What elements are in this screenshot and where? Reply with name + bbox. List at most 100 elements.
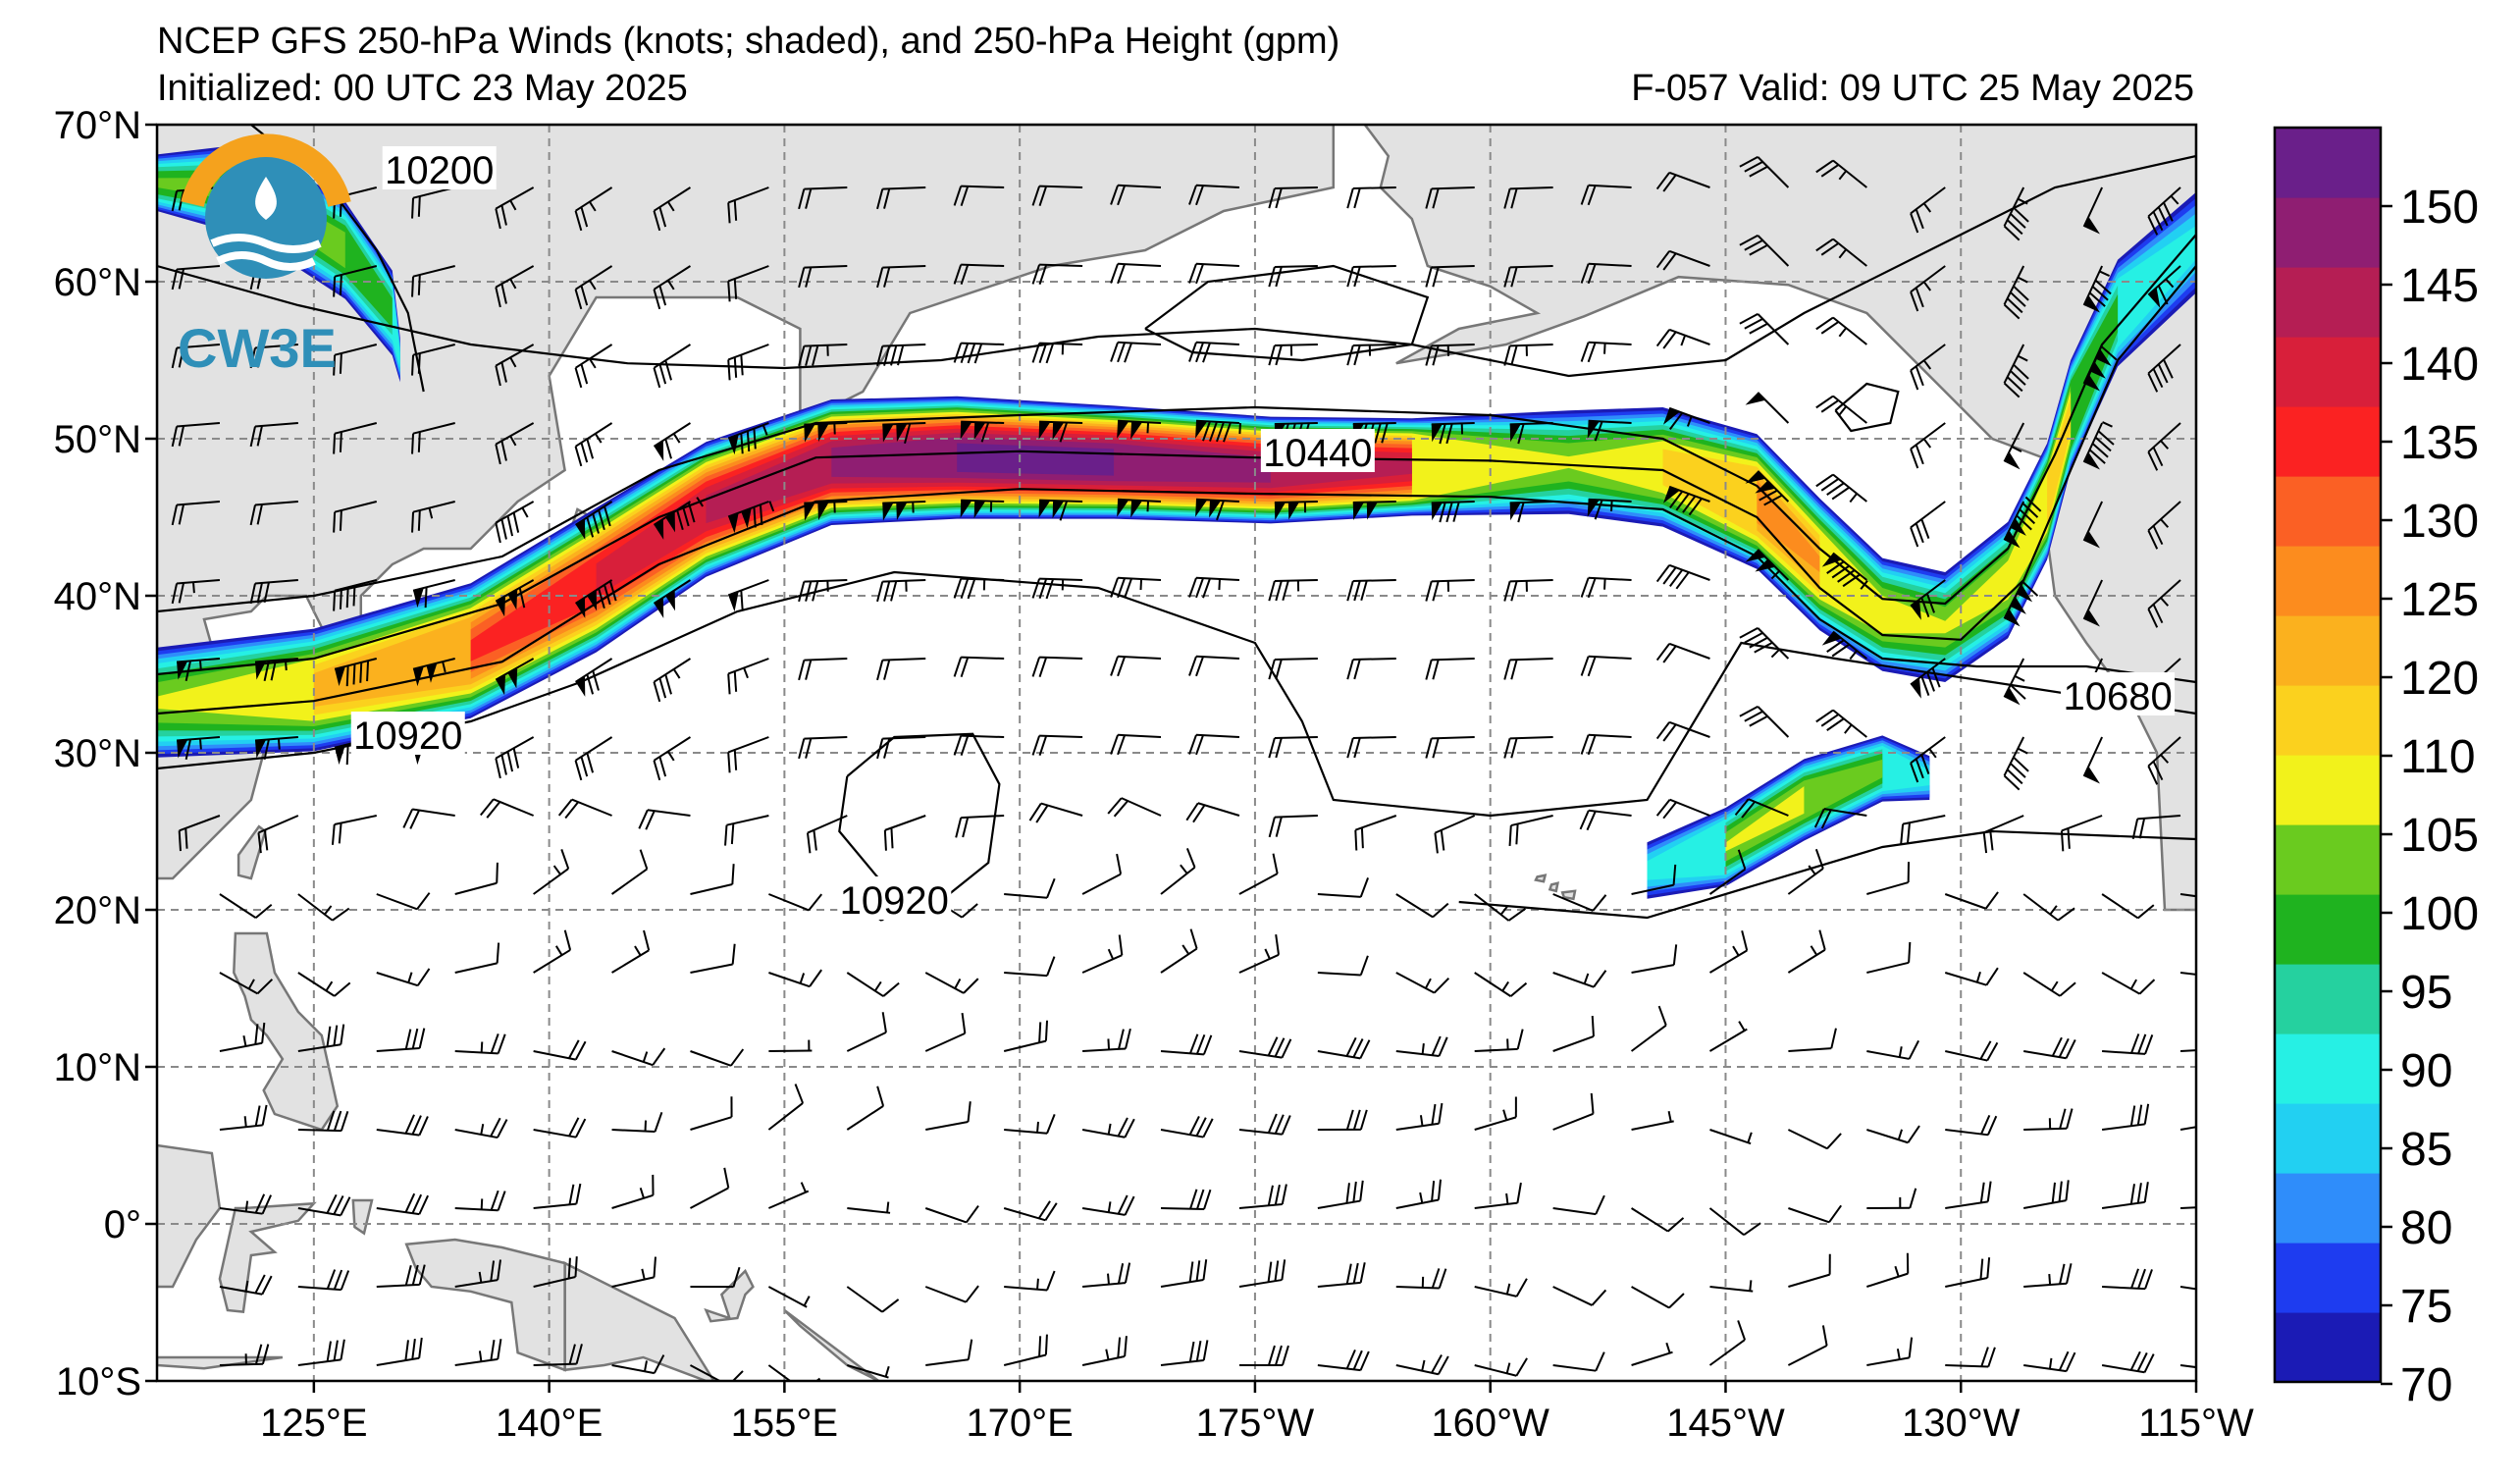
- barb-feather: [1188, 734, 1197, 755]
- wind-barb: [533, 1117, 587, 1139]
- barb-feather: [1820, 242, 1839, 256]
- barb-feather: [1980, 1347, 1989, 1367]
- wind-barb: [1821, 552, 1868, 590]
- barb-feather: [352, 663, 356, 685]
- barb-feather: [1580, 342, 1590, 362]
- wind-barb: [533, 849, 570, 895]
- barb-flag: [1821, 553, 1842, 567]
- barb-feather: [1672, 944, 1678, 966]
- barb-shaft: [1274, 815, 1318, 819]
- barb-flag: [960, 421, 972, 440]
- barb-feather: [586, 752, 595, 773]
- barb-half-feather: [509, 435, 517, 447]
- barb-shaft: [727, 658, 769, 675]
- wind-barb: [2147, 265, 2181, 308]
- barb-feather: [805, 660, 813, 680]
- barb-feather: [411, 511, 415, 533]
- barb-feather: [574, 1256, 578, 1278]
- barb-feather: [2003, 774, 2021, 791]
- barb-feather: [1274, 1345, 1283, 1366]
- barb-feather: [658, 677, 667, 699]
- barb-shaft: [176, 265, 221, 271]
- barb-feather: [1655, 172, 1670, 190]
- barb-shaft: [804, 658, 848, 662]
- wind-barb: [2147, 579, 2181, 628]
- wind-barb: [653, 579, 692, 618]
- barb-shaft: [1588, 733, 1632, 738]
- barb-half-feather: [1505, 1362, 1511, 1374]
- wind-barb: [495, 658, 535, 696]
- wind-barb: [1268, 579, 1318, 602]
- barb-shaft: [653, 736, 692, 762]
- barb-shaft: [1787, 1345, 1828, 1366]
- barb-feather: [876, 660, 884, 681]
- wind-barb: [2101, 893, 2155, 920]
- barb-shaft: [1274, 736, 1318, 739]
- colorbar-segment: [2275, 128, 2381, 198]
- barb-feather: [2157, 285, 2169, 305]
- barb-feather: [1439, 502, 1446, 523]
- barb-feather: [331, 823, 336, 845]
- barb-feather: [1439, 423, 1446, 445]
- barb-feather: [731, 943, 736, 965]
- barb-shaft: [846, 1031, 887, 1052]
- barb-feather: [1655, 721, 1670, 740]
- barb-feather: [1117, 734, 1127, 756]
- wind-barb: [690, 1096, 733, 1131]
- barb-feather: [333, 1110, 342, 1132]
- wind-barb: [1655, 249, 1710, 271]
- barb-feather: [1038, 657, 1048, 678]
- wind-barb: [1031, 656, 1083, 678]
- barb-feather: [506, 751, 514, 772]
- barb-feather: [2003, 303, 2021, 320]
- barb-shaft: [575, 658, 613, 683]
- barb-feather: [1739, 706, 1759, 717]
- wind-barb: [1745, 392, 1790, 424]
- barb-feather: [366, 661, 370, 682]
- lon-tick-label: 170°E: [966, 1402, 1073, 1445]
- barb-feather: [967, 578, 976, 600]
- barb-feather: [1580, 263, 1590, 284]
- init-time: Initialized: 00 UTC 23 May 2025: [157, 68, 688, 109]
- wind-barb: [798, 579, 848, 603]
- wind-barb: [2023, 1036, 2076, 1060]
- barb-feather: [1503, 188, 1511, 209]
- barb-shaft: [2147, 344, 2181, 375]
- barb-shaft: [1317, 972, 1361, 977]
- barb-half-feather: [1139, 578, 1143, 591]
- wind-barb: [610, 849, 649, 895]
- barb-feather: [1352, 1350, 1363, 1370]
- barb-feather: [2224, 1187, 2229, 1206]
- barb-feather: [2006, 768, 2023, 785]
- barb-shaft: [1474, 893, 1510, 922]
- wind-barb: [495, 265, 535, 308]
- barb-half-feather: [768, 501, 775, 512]
- barb-feather: [2065, 1180, 2070, 1201]
- barb-feather: [568, 1344, 576, 1365]
- barb-half-feather: [1603, 343, 1606, 354]
- barb-feather: [1986, 1257, 1991, 1279]
- barb-shaft: [1003, 1207, 1046, 1222]
- wind-barb: [533, 1256, 578, 1288]
- wind-barb: [1708, 1320, 1747, 1366]
- barb-feather: [333, 590, 337, 611]
- barb-feather: [1281, 1259, 1286, 1281]
- wind-barb: [1081, 934, 1124, 974]
- barb-feather: [1508, 825, 1512, 846]
- barb-half-feather: [1502, 1109, 1508, 1121]
- wind-barb: [574, 344, 613, 389]
- wind-barb: [2082, 186, 2104, 235]
- barb-feather: [653, 1256, 656, 1278]
- barb-shaft: [2023, 1050, 2067, 1060]
- barb-feather: [2051, 1182, 2056, 1203]
- barb-half-feather: [884, 1365, 890, 1377]
- wind-barb: [953, 185, 1005, 207]
- barb-feather: [1188, 656, 1197, 676]
- lat-tick-label: 70°N: [54, 104, 141, 147]
- barb-feather: [495, 522, 501, 544]
- wind-barb: [1238, 1184, 1287, 1209]
- barb-feather: [1594, 421, 1603, 442]
- wind-barb: [724, 815, 769, 846]
- barb-feather: [1826, 717, 1845, 731]
- barb-feather: [326, 1269, 337, 1290]
